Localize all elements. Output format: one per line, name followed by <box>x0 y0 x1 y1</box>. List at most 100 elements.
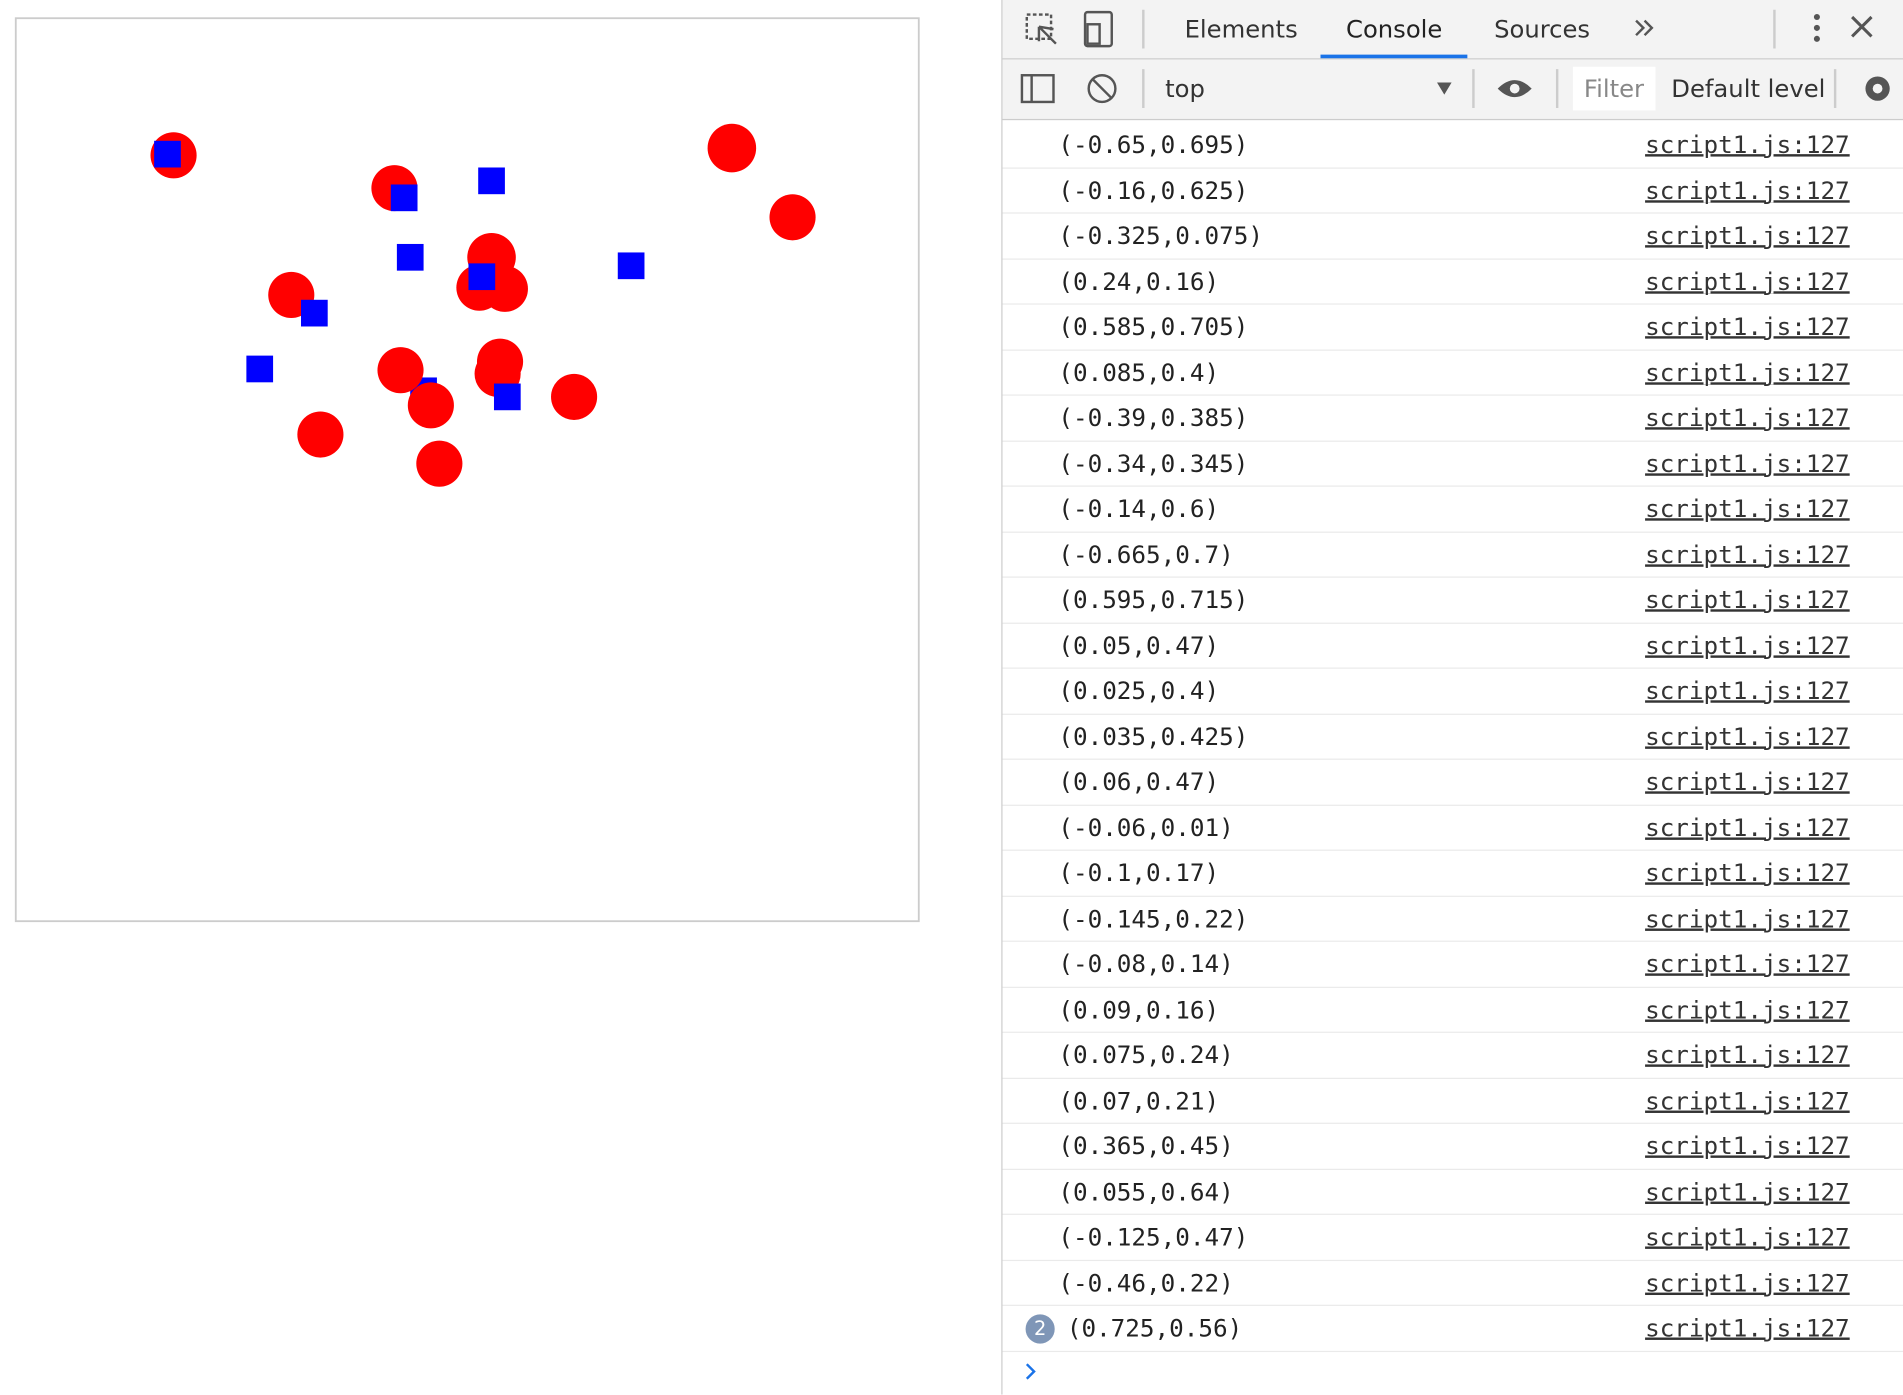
tab-bar: Elements Console Sources <box>1002 0 1903 60</box>
source-link[interactable]: script1.js:127 <box>1645 1085 1850 1115</box>
console-message: (-0.145,0.22) script1.js:127 <box>1002 896 1903 942</box>
tab-active[interactable]: Console <box>1320 0 1468 59</box>
source-link[interactable]: script1.js:127 <box>1645 858 1850 888</box>
message-text: (0.725,0.56) <box>1066 1313 1243 1343</box>
console-message: (-0.1,0.17) script1.js:127 <box>1002 851 1903 897</box>
source-link[interactable]: script1.js:127 <box>1645 311 1850 342</box>
context-selector[interactable]: top <box>1165 74 1205 104</box>
console-message: (0.075,0.24) script1.js:127 <box>1002 1033 1903 1079</box>
console-message: (-0.46,0.22) script1.js:127 <box>1002 1260 1903 1306</box>
console-messages: (-0.65,0.695) script1.js:127 (-0.16,0.625)… <box>1002 123 1903 1352</box>
source-link[interactable]: script1.js:127 <box>1645 266 1850 296</box>
console-message: (-0.34,0.345) script1.js:127 <box>1002 441 1903 487</box>
tab[interactable]: Sources <box>1494 14 1591 44</box>
console-message: (0.05,0.47) script1.js:127 <box>1002 623 1903 669</box>
prompt[interactable] <box>1017 1354 1053 1390</box>
source-link[interactable]: script1.js:127 <box>1645 767 1850 797</box>
source-link[interactable]: script1.js:127 <box>1645 175 1850 205</box>
console-message: (-0.665,0.7) script1.js:127 <box>1002 532 1903 578</box>
console-message: (-0.06,0.01) script1.js:127 <box>1002 805 1903 851</box>
console-message: (-0.08,0.14) script1.js:127 <box>1002 942 1903 988</box>
toolbar-icons <box>1025 9 1873 49</box>
source-link[interactable]: script1.js:127 <box>1645 129 1850 159</box>
source-link[interactable]: script1.js:127 <box>1645 630 1850 660</box>
console-message: (0.09,0.16) script1.js:127 <box>1002 987 1903 1033</box>
message-text: (-0.39,0.385) <box>1058 402 1249 433</box>
console-message: (0.595,0.715) script1.js:127 <box>1002 578 1903 624</box>
message-text: (0.09,0.16) <box>1058 994 1220 1024</box>
message-text: (-0.1,0.17) <box>1058 858 1220 888</box>
tab[interactable]: Elements <box>1184 14 1298 44</box>
source-link[interactable]: script1.js:127 <box>1645 357 1850 387</box>
squares <box>154 140 645 411</box>
message-text: (0.595,0.715) <box>1058 585 1249 615</box>
message-text: (0.365,0.45) <box>1058 1131 1234 1161</box>
source-link[interactable]: script1.js:127 <box>1645 812 1850 842</box>
source-link[interactable]: script1.js:127 <box>1645 585 1850 615</box>
source-link[interactable]: script1.js:127 <box>1645 539 1850 569</box>
source-link[interactable]: script1.js:127 <box>1645 402 1850 433</box>
console-message: (0.07,0.21) script1.js:127 <box>1002 1078 1903 1124</box>
console-message: (0.055,0.64) script1.js:127 <box>1002 1169 1903 1215</box>
message-text: (-0.665,0.7) <box>1058 539 1234 569</box>
message-text: (-0.65,0.695) <box>1058 129 1249 159</box>
message-text: (-0.34,0.345) <box>1058 448 1249 478</box>
source-link[interactable]: script1.js:127 <box>1645 994 1850 1024</box>
console-message: 2 (0.725,0.56) script1.js:127 <box>1002 1306 1903 1352</box>
source-link[interactable]: script1.js:127 <box>1645 721 1850 751</box>
console-message: (0.025,0.4) script1.js:127 <box>1002 669 1903 715</box>
source-link[interactable]: script1.js:127 <box>1645 1267 1850 1297</box>
console-message: (0.085,0.4) script1.js:127 <box>1002 350 1903 396</box>
filter-input[interactable]: Filter <box>1583 74 1644 104</box>
console-icons <box>1020 66 1890 111</box>
message-text: (-0.06,0.01) <box>1058 812 1234 842</box>
console-message: (-0.125,0.47) script1.js:127 <box>1002 1215 1903 1261</box>
console-message: (0.585,0.705) script1.js:127 <box>1002 305 1903 351</box>
console-message: (0.035,0.425) script1.js:127 <box>1002 714 1903 760</box>
message-text: (0.025,0.4) <box>1058 676 1220 706</box>
source-link[interactable]: script1.js:127 <box>1645 448 1850 478</box>
canvas-area <box>14 17 920 923</box>
console-message: (-0.65,0.695) script1.js:127 <box>1002 123 1903 169</box>
message-text: (-0.46,0.22) <box>1058 1267 1234 1297</box>
message-text: (0.075,0.24) <box>1058 1040 1234 1070</box>
source-link[interactable]: script1.js:127 <box>1645 220 1850 251</box>
console-message: (0.24,0.16) script1.js:127 <box>1002 259 1903 305</box>
console-toolbar: top Filter Default level <box>1002 59 1903 121</box>
source-link[interactable]: script1.js:127 <box>1645 676 1850 706</box>
source-link[interactable]: script1.js:127 <box>1645 1040 1850 1070</box>
source-link[interactable]: script1.js:127 <box>1645 1222 1850 1252</box>
console-message: (0.365,0.45) script1.js:127 <box>1002 1124 1903 1170</box>
level-selector[interactable]: Default level <box>1671 74 1826 104</box>
source-link[interactable]: script1.js:127 <box>1645 949 1850 979</box>
message-text: (0.06,0.47) <box>1058 767 1220 797</box>
message-text: (-0.08,0.14) <box>1058 949 1234 979</box>
console-message: (-0.14,0.6) script1.js:127 <box>1002 487 1903 533</box>
console-message: (0.06,0.47) script1.js:127 <box>1002 760 1903 806</box>
source-link[interactable]: script1.js:127 <box>1645 1131 1850 1161</box>
source-link[interactable]: script1.js:127 <box>1645 1176 1850 1206</box>
circles <box>150 123 816 487</box>
devtools: Elements Console Sources top Fil <box>1001 0 1903 1395</box>
source-link[interactable]: script1.js:127 <box>1645 1313 1850 1343</box>
source-link[interactable]: script1.js:127 <box>1645 493 1850 524</box>
console-message: (-0.325,0.075) script1.js:127 <box>1002 214 1903 260</box>
message-text: (-0.16,0.625) <box>1058 175 1249 205</box>
message-text: (0.035,0.425) <box>1058 721 1249 751</box>
message-text: (0.585,0.705) <box>1058 311 1249 342</box>
message-text: (-0.145,0.22) <box>1058 903 1249 933</box>
message-text: (0.055,0.64) <box>1058 1176 1234 1206</box>
console-message: (-0.39,0.385) script1.js:127 <box>1002 396 1903 442</box>
message-text: (-0.14,0.6) <box>1058 493 1220 524</box>
message-text: (0.085,0.4) <box>1058 357 1220 387</box>
message-text: (0.05,0.47) <box>1058 630 1220 660</box>
message-text: (-0.325,0.075) <box>1058 220 1263 251</box>
message-text: (0.24,0.16) <box>1058 266 1220 296</box>
source-link[interactable]: script1.js:127 <box>1645 903 1850 933</box>
message-text: (-0.125,0.47) <box>1058 1222 1249 1252</box>
repeat-count: 2 <box>1025 1314 1055 1344</box>
message-text: (0.07,0.21) <box>1058 1085 1220 1115</box>
console-message: (-0.16,0.625) script1.js:127 <box>1002 168 1903 214</box>
